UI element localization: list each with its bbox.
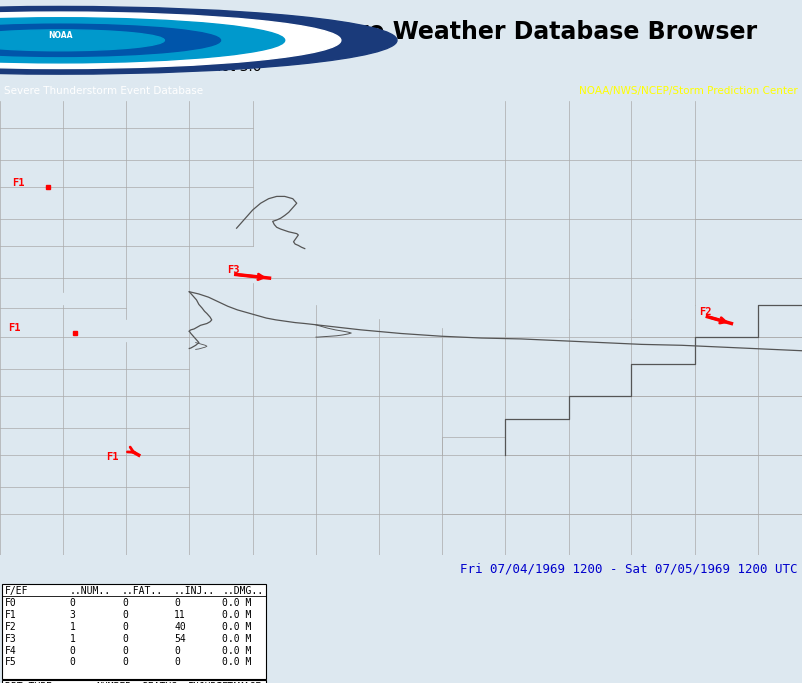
Text: 0.0 M: 0.0 M (222, 622, 252, 632)
Text: 0: 0 (122, 598, 128, 608)
Text: Severe Thunderstorm Event Database: Severe Thunderstorm Event Database (4, 86, 203, 96)
Text: 11: 11 (174, 610, 186, 620)
Text: 1: 1 (70, 634, 75, 643)
Text: 54: 54 (174, 634, 186, 643)
Text: 0: 0 (70, 598, 75, 608)
Text: F/EF: F/EF (5, 586, 28, 596)
Text: F1: F1 (5, 610, 17, 620)
Text: 0: 0 (70, 658, 75, 667)
Text: 1: 1 (70, 622, 75, 632)
Text: F4: F4 (5, 645, 17, 656)
Text: DAMAGE: DAMAGE (226, 682, 261, 683)
Text: F2: F2 (699, 307, 712, 317)
Text: DEATHS: DEATHS (142, 682, 177, 683)
Text: NOAA/NWS/NCEP/Storm Prediction Center: NOAA/NWS/NCEP/Storm Prediction Center (579, 86, 798, 96)
Text: F5: F5 (5, 658, 17, 667)
Text: ..DMG..: ..DMG.. (222, 586, 263, 596)
Text: ..FAT..: ..FAT.. (122, 586, 163, 596)
Text: ..NUM..: ..NUM.. (70, 586, 111, 596)
Text: F1: F1 (12, 178, 25, 188)
Circle shape (0, 31, 156, 50)
Text: 3: 3 (70, 610, 75, 620)
Circle shape (0, 18, 285, 63)
Circle shape (0, 6, 397, 74)
Text: INJURIES: INJURIES (188, 682, 235, 683)
Text: F3: F3 (5, 634, 17, 643)
Bar (2, 680, 266, 683)
Text: 40: 40 (174, 622, 186, 632)
Text: ..INJ..: ..INJ.. (174, 586, 215, 596)
Text: F3: F3 (227, 265, 240, 275)
Text: 0.0 M: 0.0 M (222, 634, 252, 643)
Text: 0.0 M: 0.0 M (222, 658, 252, 667)
Text: 0: 0 (70, 645, 75, 656)
Text: RPT TYPE: RPT TYPE (5, 682, 52, 683)
Bar (2, 585, 266, 680)
Text: 0: 0 (122, 610, 128, 620)
Text: 0.0 M: 0.0 M (222, 598, 252, 608)
Text: 0.0 M: 0.0 M (222, 645, 252, 656)
Text: 0: 0 (122, 634, 128, 643)
Text: F1: F1 (106, 452, 119, 462)
Text: 0.0 M: 0.0 M (222, 610, 252, 620)
Circle shape (0, 24, 221, 57)
Text: 0: 0 (174, 658, 180, 667)
Text: 0: 0 (122, 658, 128, 667)
Text: 0: 0 (122, 645, 128, 656)
Text: NOAA: NOAA (48, 31, 72, 40)
Circle shape (0, 12, 341, 68)
Text: F0: F0 (5, 598, 17, 608)
Circle shape (0, 30, 164, 51)
Text: F1: F1 (8, 323, 21, 333)
Text: F2: F2 (5, 622, 17, 632)
Text: Fri 07/04/1969 1200 - Sat 07/05/1969 1200 UTC: Fri 07/04/1969 1200 - Sat 07/05/1969 120… (460, 562, 798, 575)
Text: SPC National Severe Weather Database Browser: SPC National Severe Weather Database Bro… (112, 20, 757, 44)
Text: 0: 0 (122, 622, 128, 632)
Text: NUMBER: NUMBER (96, 682, 132, 683)
Text: Online SeverePlot 3.0: Online SeverePlot 3.0 (112, 61, 261, 74)
Text: 0: 0 (174, 645, 180, 656)
Text: 0: 0 (174, 598, 180, 608)
